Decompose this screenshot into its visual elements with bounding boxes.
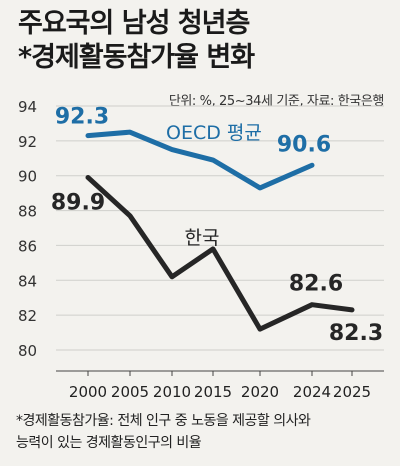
x-tick-label-2010: 2010 [153, 383, 191, 401]
x-tick-label-2005: 2005 [111, 383, 149, 401]
series-name-label-1: 한국 [185, 227, 220, 249]
y-tick-label-94: 94 [18, 98, 37, 116]
data-label-1-2000: 89.9 [51, 190, 105, 215]
x-tick-label-2000: 2000 [69, 383, 107, 401]
x-tick-label-2025: 2025 [333, 383, 371, 401]
x-tick-label-2020: 2020 [241, 383, 279, 401]
y-tick-label-92: 92 [18, 133, 37, 151]
data-label-1-2024: 82.6 [289, 272, 343, 297]
chart-source-unit-note: 단위: %, 25~34세 기준, 자료: 한국은행 [168, 94, 385, 109]
data-label-1-2025: 82.3 [329, 321, 383, 346]
footnote-line-2: 능력이 있는 경제활동인구의 비율 [16, 435, 202, 451]
chart-title-line-2: *경제활동참가율 변화 [18, 42, 255, 73]
chart-title-line-1: 주요국의 남성 청년층 [18, 8, 250, 39]
y-tick-label-80: 80 [18, 342, 37, 360]
y-tick-label-90: 90 [18, 168, 37, 186]
y-tick-label-86: 86 [18, 237, 37, 255]
footnote-line-1: *경제활동참가율: 전체 인구 중 노동을 제공할 의사와 [16, 413, 311, 429]
data-label-0-2024: 90.6 [277, 132, 331, 157]
series-line-0 [85, 129, 315, 191]
data-label-0-2000: 92.3 [55, 105, 109, 130]
y-tick-label-88: 88 [18, 203, 37, 221]
y-tick-label-82: 82 [18, 307, 37, 325]
series-name-label-0: OECD 평균 [166, 122, 262, 144]
series-line-1 [85, 174, 355, 332]
y-tick-label-84: 84 [18, 272, 37, 290]
x-tick-label-2024: 2024 [293, 383, 331, 401]
x-tick-label-2015: 2015 [194, 383, 232, 401]
